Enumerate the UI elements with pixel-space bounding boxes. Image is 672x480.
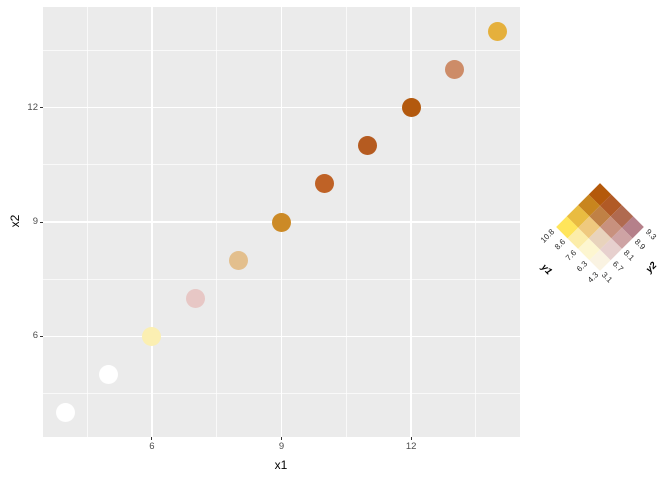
legend-cell <box>589 183 611 206</box>
data-point <box>185 288 205 308</box>
x-axis-title: x1 <box>274 458 288 472</box>
legend-y1-break-label: 7.6 <box>564 248 579 263</box>
legend-y1-break-label: 10.8 <box>538 226 557 245</box>
legend-cell <box>621 216 644 238</box>
x-tick-label: 9 <box>278 441 285 452</box>
x-tick-mark <box>151 437 153 440</box>
legend-cell <box>610 227 633 249</box>
y-tick-label: 6 <box>32 330 38 342</box>
x-tick-label: 6 <box>149 441 155 452</box>
y-tick-mark <box>40 107 43 109</box>
legend-cell <box>589 248 611 271</box>
y-major-gridline <box>43 106 520 109</box>
y-tick-mark <box>40 335 43 337</box>
legend-y2-title: y2 <box>644 260 660 276</box>
legend-cell <box>578 194 600 217</box>
legend-y1-break-label: 4.3 <box>585 270 601 285</box>
y-tick-label: 9 <box>32 216 38 227</box>
y-major-gridline <box>43 335 520 338</box>
data-point <box>358 136 378 156</box>
legend-cell <box>589 205 611 227</box>
x-tick-label: 12 <box>405 441 417 452</box>
legend-y2-break-label: 8.1 <box>621 248 636 263</box>
data-point <box>99 364 119 384</box>
legend-cell <box>578 237 600 260</box>
legend-y1-title: y1 <box>538 262 554 278</box>
data-point <box>488 21 508 41</box>
legend-cell <box>600 194 622 217</box>
data-point <box>142 326 162 346</box>
legend-y2-break-label: 3.1 <box>599 270 615 285</box>
legend-y2-break-label: 9.3 <box>643 226 658 242</box>
legend-cell <box>600 237 622 260</box>
legend-cell <box>567 227 590 249</box>
legend-y1-break-label: 8.6 <box>553 237 568 252</box>
data-point <box>272 212 291 232</box>
legend-cell <box>600 216 622 238</box>
legend-cell <box>556 216 579 238</box>
data-point <box>444 60 464 80</box>
legend-cell <box>589 227 611 249</box>
legend-cell <box>567 205 590 227</box>
x-tick-mark <box>281 437 282 440</box>
plot-panel <box>43 7 520 437</box>
y-tick-label: 12 <box>27 101 38 113</box>
legend-y2-break-label: 8.9 <box>632 237 647 252</box>
data-point <box>55 403 75 423</box>
x-tick-mark <box>410 437 412 440</box>
data-point <box>228 250 248 270</box>
legend-cell <box>610 205 633 227</box>
data-point <box>315 174 335 194</box>
legend-y1-break-label: 6.3 <box>574 259 590 274</box>
legend-color-grid <box>556 183 644 271</box>
y-tick-mark <box>40 221 43 223</box>
legend-y2-break-label: 6.7 <box>610 259 625 274</box>
legend-cell <box>578 216 600 238</box>
data-point <box>401 98 421 118</box>
